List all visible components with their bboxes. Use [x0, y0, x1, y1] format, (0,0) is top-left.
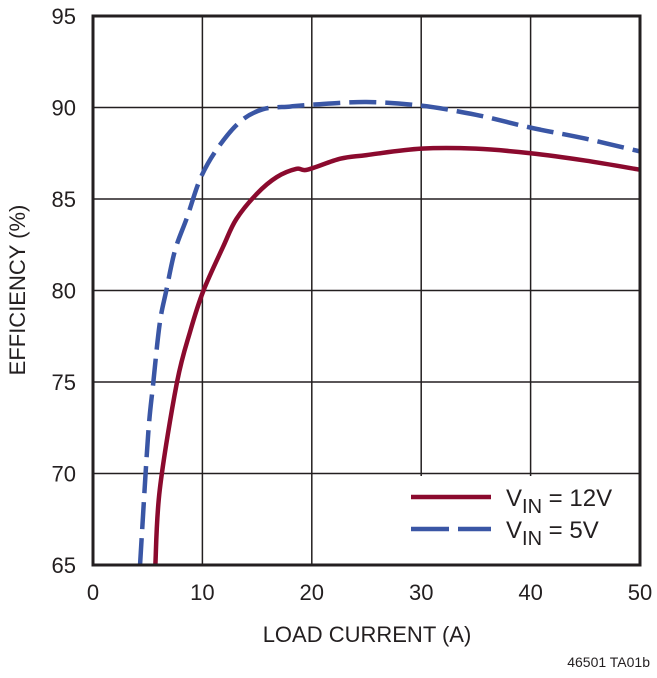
x-tick-label: 0	[87, 580, 99, 605]
y-tick-label: 90	[52, 96, 76, 121]
legend-label-1: VIN = 5V	[506, 517, 599, 550]
plot-border	[91, 14, 642, 567]
y-tick-label: 75	[52, 370, 76, 395]
series-lines	[137, 99, 640, 565]
x-tick-label: 50	[628, 580, 652, 605]
y-tick-label: 65	[52, 553, 76, 578]
y-tick-label: 70	[52, 462, 76, 487]
legend-background	[401, 476, 639, 564]
x-axis-label: LOAD CURRENT (A)	[263, 622, 472, 647]
x-tick-label: 40	[518, 580, 542, 605]
series-line-0	[153, 145, 640, 565]
x-tick-label: 20	[300, 580, 324, 605]
x-tick-label: 30	[409, 580, 433, 605]
x-tick-label: 10	[190, 580, 214, 605]
series-line-1	[137, 99, 640, 565]
y-tick-label: 80	[52, 279, 76, 304]
tick-labels: 0 10 20 30 40 50 65 70 75 80 85 90 95	[52, 4, 653, 605]
y-axis-label: EFFICIENCY (%)	[5, 205, 30, 376]
footnote: 46501 TA01b	[567, 654, 650, 670]
legend-label-0: VIN = 12V	[506, 485, 612, 518]
y-tick-label: 95	[52, 4, 76, 29]
y-tick-label: 85	[52, 187, 76, 212]
